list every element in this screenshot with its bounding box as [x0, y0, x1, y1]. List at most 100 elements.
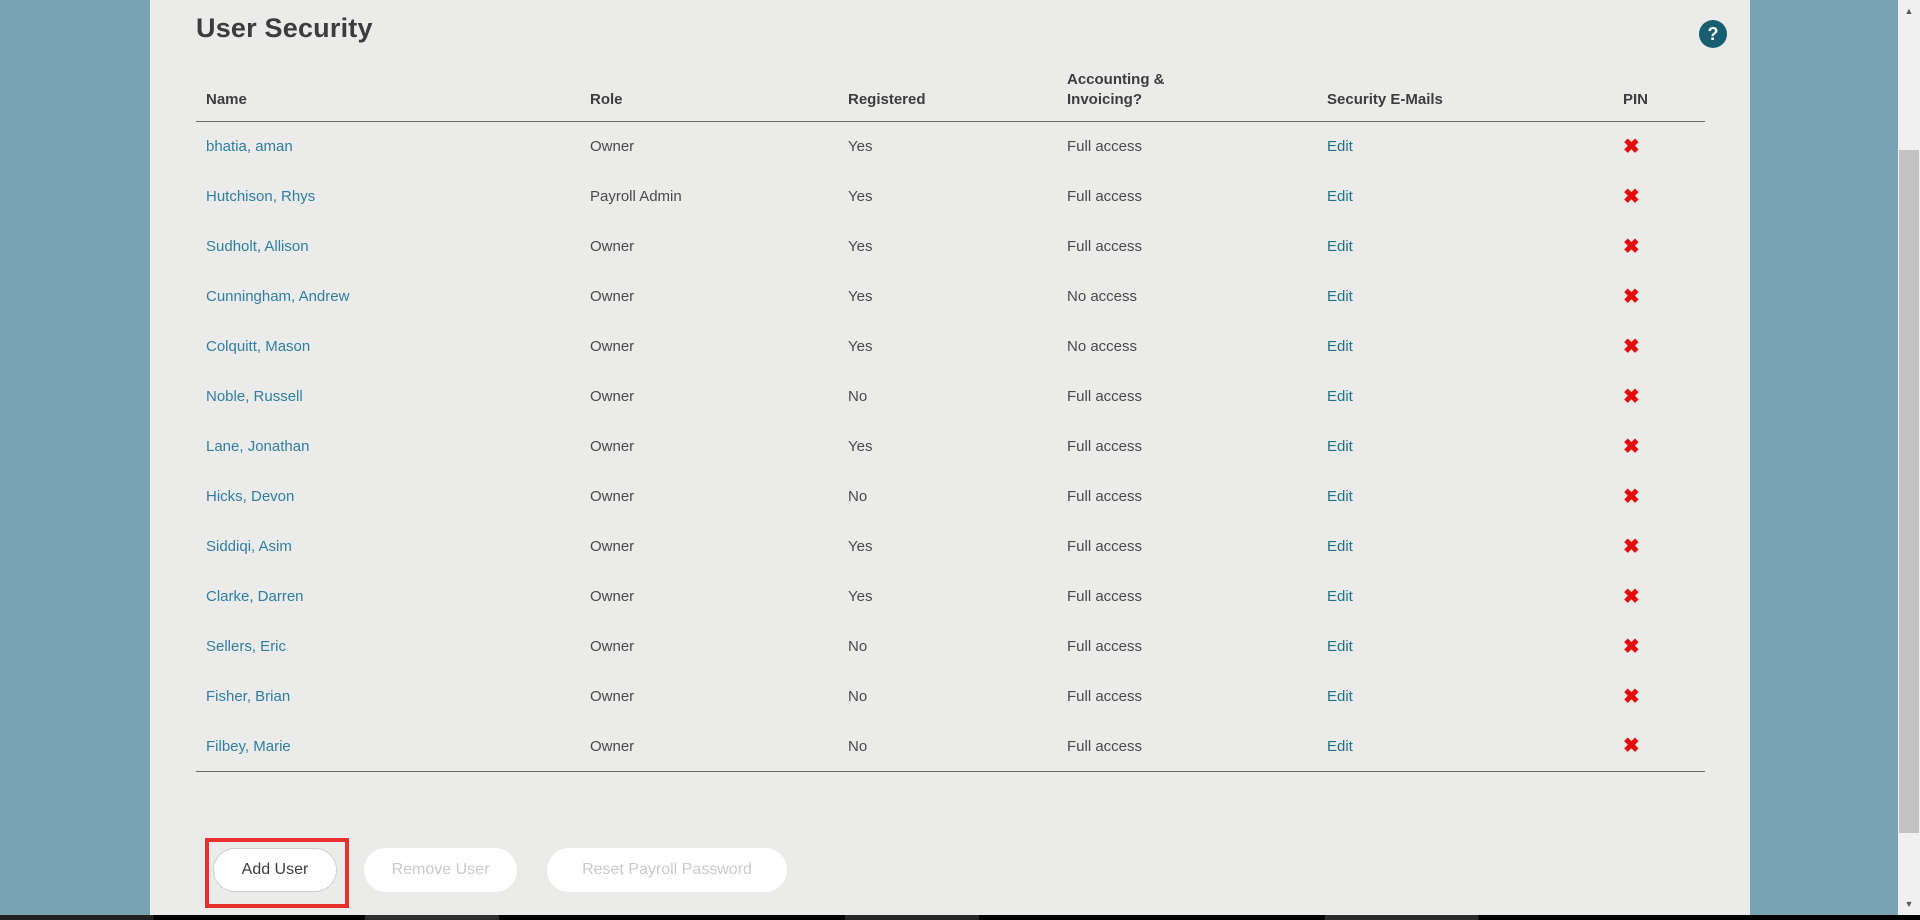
registered-cell: Yes — [848, 188, 873, 205]
column-header-accounting: Accounting & Invoicing? — [1057, 70, 1317, 122]
help-icon[interactable]: ? — [1699, 20, 1727, 48]
role-cell: Owner — [590, 488, 635, 505]
user-name-link[interactable]: Filbey, Marie — [206, 737, 291, 755]
table-row: Fisher, Brian Owner No Full access Edit … — [196, 672, 1705, 722]
security-emails-edit-link[interactable]: Edit — [1327, 338, 1353, 355]
table-row: Hicks, Devon Owner No Full access Edit ✖ — [196, 472, 1705, 522]
accounting-access-cell: Full access — [1057, 721, 1317, 772]
pin-delete-x-icon[interactable]: ✖ — [1623, 535, 1640, 558]
security-emails-edit-link[interactable]: Edit — [1327, 438, 1353, 455]
registered-cell: Yes — [848, 588, 873, 605]
accounting-access-cell: Full access — [1067, 588, 1143, 605]
reset-payroll-password-button[interactable]: Reset Payroll Password — [547, 848, 787, 892]
user-name-link[interactable]: Noble, Russell — [206, 388, 303, 405]
role-cell: Owner — [590, 588, 635, 605]
column-header-security-emails: Security E-Mails — [1317, 70, 1613, 122]
user-name-link[interactable]: Sellers, Eric — [206, 638, 287, 655]
role-cell: Owner — [590, 138, 635, 156]
role-cell: Owner — [590, 288, 635, 305]
user-name-link[interactable]: Siddiqi, Asim — [206, 538, 292, 555]
user-name-link[interactable]: Hicks, Devon — [206, 488, 295, 505]
security-emails-edit-link[interactable]: Edit — [1327, 538, 1353, 555]
accounting-access-cell: Full access — [1067, 238, 1143, 255]
security-emails-edit-link[interactable]: Edit — [1327, 737, 1353, 755]
security-emails-edit-link[interactable]: Edit — [1327, 238, 1353, 255]
registered-cell: No — [848, 638, 868, 655]
page-title: User Security — [196, 13, 373, 43]
table-row: Siddiqi, Asim Owner Yes Full access Edit… — [196, 522, 1705, 572]
role-cell: Owner — [590, 338, 635, 355]
pin-delete-x-icon[interactable]: ✖ — [1623, 585, 1640, 608]
user-security-table: Name Role Registered Accounting & Invoic… — [196, 70, 1705, 772]
pin-delete-x-icon[interactable]: ✖ — [1623, 735, 1640, 758]
table-header-row: Name Role Registered Accounting & Invoic… — [196, 70, 1705, 122]
table-row: Sudholt, Allison Owner Yes Full access E… — [196, 222, 1705, 272]
table-row: bhatia, aman Owner Yes Full access Edit … — [196, 122, 1705, 172]
security-emails-edit-link[interactable]: Edit — [1327, 588, 1353, 605]
accounting-access-cell: Full access — [1067, 388, 1143, 405]
table-body: bhatia, aman Owner Yes Full access Edit … — [196, 122, 1705, 772]
pin-delete-x-icon[interactable]: ✖ — [1623, 485, 1640, 508]
table-row: Sellers, Eric Owner No Full access Edit … — [196, 622, 1705, 672]
security-emails-edit-link[interactable]: Edit — [1327, 388, 1353, 405]
pin-delete-x-icon[interactable]: ✖ — [1623, 135, 1640, 158]
pin-delete-x-icon[interactable]: ✖ — [1623, 335, 1640, 358]
table-row: Noble, Russell Owner No Full access Edit… — [196, 372, 1705, 422]
scrollbar-up-arrow-icon[interactable]: ▲ — [1904, 5, 1914, 16]
pin-delete-x-icon[interactable]: ✖ — [1623, 685, 1640, 708]
user-name-link[interactable]: bhatia, aman — [206, 138, 293, 156]
user-name-link[interactable]: Hutchison, Rhys — [206, 188, 316, 205]
registered-cell: No — [848, 488, 868, 505]
pin-delete-x-icon[interactable]: ✖ — [1623, 185, 1640, 208]
accounting-access-cell: Full access — [1067, 188, 1143, 205]
registered-cell: Yes — [848, 288, 873, 305]
registered-cell: Yes — [848, 438, 873, 455]
accounting-access-cell: No access — [1067, 288, 1138, 305]
registered-cell: Yes — [848, 538, 873, 555]
accounting-access-cell: Full access — [1067, 488, 1143, 505]
role-cell: Owner — [590, 438, 635, 455]
column-header-name: Name — [196, 70, 580, 122]
table-row: Clarke, Darren Owner Yes Full access Edi… — [196, 572, 1705, 622]
registered-cell: Yes — [848, 238, 873, 255]
column-header-pin: PIN — [1613, 70, 1705, 122]
security-emails-edit-link[interactable]: Edit — [1327, 638, 1353, 655]
registered-cell: No — [848, 388, 868, 405]
left-background-band — [0, 0, 150, 920]
table-row: Cunningham, Andrew Owner Yes No access E… — [196, 272, 1705, 322]
security-emails-edit-link[interactable]: Edit — [1327, 688, 1353, 705]
user-name-link[interactable]: Colquitt, Mason — [206, 338, 311, 355]
security-emails-edit-link[interactable]: Edit — [1327, 488, 1353, 505]
security-emails-edit-link[interactable]: Edit — [1327, 288, 1353, 305]
role-cell: Owner — [590, 538, 635, 555]
role-cell: Payroll Admin — [590, 188, 682, 205]
security-emails-edit-link[interactable]: Edit — [1327, 188, 1353, 205]
vertical-scrollbar[interactable]: ▲ ▼ — [1898, 0, 1920, 920]
user-name-link[interactable]: Clarke, Darren — [206, 588, 304, 605]
user-name-link[interactable]: Cunningham, Andrew — [206, 288, 350, 305]
table-row: Colquitt, Mason Owner Yes No access Edit… — [196, 322, 1705, 372]
remove-user-button[interactable]: Remove User — [364, 848, 517, 892]
scrollbar-thumb[interactable] — [1899, 150, 1919, 833]
role-cell: Owner — [580, 721, 838, 772]
security-emails-edit-link[interactable]: Edit — [1327, 138, 1353, 156]
user-name-link[interactable]: Sudholt, Allison — [206, 238, 309, 255]
user-name-link[interactable]: Lane, Jonathan — [206, 438, 310, 455]
registered-cell: Yes — [848, 138, 873, 156]
add-user-button[interactable]: Add User — [213, 848, 337, 892]
pin-delete-x-icon[interactable]: ✖ — [1623, 385, 1640, 408]
accounting-access-cell: Full access — [1067, 438, 1143, 455]
pin-delete-x-icon[interactable]: ✖ — [1623, 635, 1640, 658]
pin-delete-x-icon[interactable]: ✖ — [1623, 285, 1640, 308]
role-cell: Owner — [590, 238, 635, 255]
accounting-access-cell: Full access — [1067, 538, 1143, 555]
accounting-access-cell: Full access — [1067, 638, 1143, 655]
right-background-band — [1750, 0, 1898, 920]
pin-delete-x-icon[interactable]: ✖ — [1623, 435, 1640, 458]
pin-delete-x-icon[interactable]: ✖ — [1623, 235, 1640, 258]
user-name-link[interactable]: Fisher, Brian — [206, 688, 291, 705]
registered-cell: No — [848, 688, 868, 705]
scrollbar-down-arrow-icon[interactable]: ▼ — [1904, 898, 1914, 909]
user-security-page: User Security ? Name Role Registered Acc… — [150, 0, 1750, 920]
table-row: Hutchison, Rhys Payroll Admin Yes Full a… — [196, 172, 1705, 222]
